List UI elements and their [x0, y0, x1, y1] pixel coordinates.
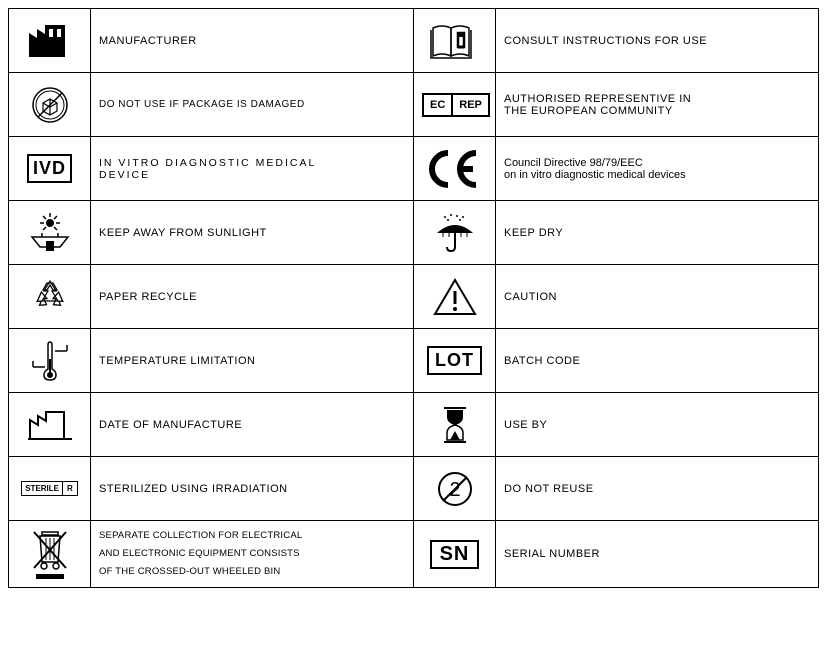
- icon-cell-sterile: STERILE R: [9, 457, 91, 521]
- label-manufacturer: MANUFACTURER: [91, 9, 414, 73]
- no-reuse-icon: 2: [436, 470, 474, 508]
- icon-cell-use-by: [414, 393, 496, 457]
- keep-dry-icon: [433, 213, 477, 253]
- label-ivd-text: IN VITRO DIAGNOSTIC MEDICAL DEVICE: [99, 157, 316, 181]
- icon-cell-sn: SN: [414, 521, 496, 588]
- sn-box: SN: [430, 540, 480, 569]
- ec-text: EC: [424, 95, 453, 115]
- label-lot: BATCH CODE: [496, 329, 819, 393]
- symbols-table: MANUFACTURER CONSULT INSTRUCTIONS FOR US…: [8, 8, 819, 588]
- icon-cell-ivd: IVD: [9, 137, 91, 201]
- sterile-r-box: STERILE R: [21, 481, 78, 496]
- table-row: KEEP AWAY FROM SUNLIGHT KEEP DRY: [9, 201, 819, 265]
- label-no-reuse: DO NOT REUSE: [496, 457, 819, 521]
- icon-cell-keep-dry: [414, 201, 496, 265]
- no-damaged-icon: [30, 85, 70, 125]
- weee-icon: [30, 528, 70, 580]
- rep-text: REP: [453, 95, 488, 115]
- table-row: IVD IN VITRO DIAGNOSTIC MEDICAL DEVICE C…: [9, 137, 819, 201]
- label-ec-rep-text: AUTHORISED REPRESENTIVE IN THE EUROPEAN …: [504, 93, 691, 117]
- lot-box: LOT: [427, 346, 482, 375]
- label-sunlight: KEEP AWAY FROM SUNLIGHT: [91, 201, 414, 265]
- table-row: DATE OF MANUFACTURE USE BY: [9, 393, 819, 457]
- table-row: STERILE R STERILIZED USING IRRADIATION 2…: [9, 457, 819, 521]
- label-sn: SERIAL NUMBER: [496, 521, 819, 588]
- label-weee: SEPARATE COLLECTION FOR ELECTRICAL AND E…: [91, 521, 414, 588]
- label-recycle: PAPER RECYCLE: [91, 265, 414, 329]
- icon-cell-ifu: [414, 9, 496, 73]
- table-row: MANUFACTURER CONSULT INSTRUCTIONS FOR US…: [9, 9, 819, 73]
- icon-cell-ce: [414, 137, 496, 201]
- label-weee-text: SEPARATE COLLECTION FOR ELECTRICAL AND E…: [99, 530, 302, 577]
- label-ce-text: Council Directive 98/79/EEC on in vitro …: [504, 157, 686, 181]
- icon-cell-temp: [9, 329, 91, 393]
- table-row: TEMPERATURE LIMITATION LOT BATCH CODE: [9, 329, 819, 393]
- icon-cell-no-damaged: [9, 73, 91, 137]
- sterile-r-text: R: [63, 482, 77, 495]
- label-ec-rep: AUTHORISED REPRESENTIVE IN THE EUROPEAN …: [496, 73, 819, 137]
- manufacturer-icon: [27, 23, 73, 59]
- caution-icon: [432, 277, 478, 317]
- icon-cell-manufacturer: [9, 9, 91, 73]
- label-date-mfg: DATE OF MANUFACTURE: [91, 393, 414, 457]
- table-row: SEPARATE COLLECTION FOR ELECTRICAL AND E…: [9, 521, 819, 588]
- icon-cell-sunlight: [9, 201, 91, 265]
- use-by-icon: [440, 405, 470, 445]
- date-mfg-icon: [27, 408, 73, 442]
- icon-cell-lot: LOT: [414, 329, 496, 393]
- label-ifu: CONSULT INSTRUCTIONS FOR USE: [496, 9, 819, 73]
- icon-cell-no-reuse: 2: [414, 457, 496, 521]
- ivd-box: IVD: [27, 154, 72, 183]
- table-row: PAPER RECYCLE CAUTION: [9, 265, 819, 329]
- table-row: DO NOT USE IF PACKAGE IS DAMAGED EC REP …: [9, 73, 819, 137]
- sunlight-icon: [28, 211, 72, 255]
- icon-cell-weee: [9, 521, 91, 588]
- icon-cell-caution: [414, 265, 496, 329]
- icon-cell-ec-rep: EC REP: [414, 73, 496, 137]
- ce-icon: [426, 149, 484, 189]
- label-use-by: USE BY: [496, 393, 819, 457]
- label-temp: TEMPERATURE LIMITATION: [91, 329, 414, 393]
- label-ivd: IN VITRO DIAGNOSTIC MEDICAL DEVICE: [91, 137, 414, 201]
- label-ce: Council Directive 98/79/EEC on in vitro …: [496, 137, 819, 201]
- symbols-tbody: MANUFACTURER CONSULT INSTRUCTIONS FOR US…: [9, 9, 819, 588]
- icon-cell-date-mfg: [9, 393, 91, 457]
- label-no-damaged: DO NOT USE IF PACKAGE IS DAMAGED: [91, 73, 414, 137]
- label-caution: CAUTION: [496, 265, 819, 329]
- label-sterile: STERILIZED USING IRRADIATION: [91, 457, 414, 521]
- ec-rep-box: EC REP: [422, 93, 490, 117]
- consult-ifu-icon: [430, 22, 480, 60]
- icon-cell-recycle: [9, 265, 91, 329]
- recycle-icon: [30, 277, 70, 317]
- label-keep-dry: KEEP DRY: [496, 201, 819, 265]
- sterile-text: STERILE: [22, 482, 63, 495]
- temp-limit-icon: [29, 339, 71, 383]
